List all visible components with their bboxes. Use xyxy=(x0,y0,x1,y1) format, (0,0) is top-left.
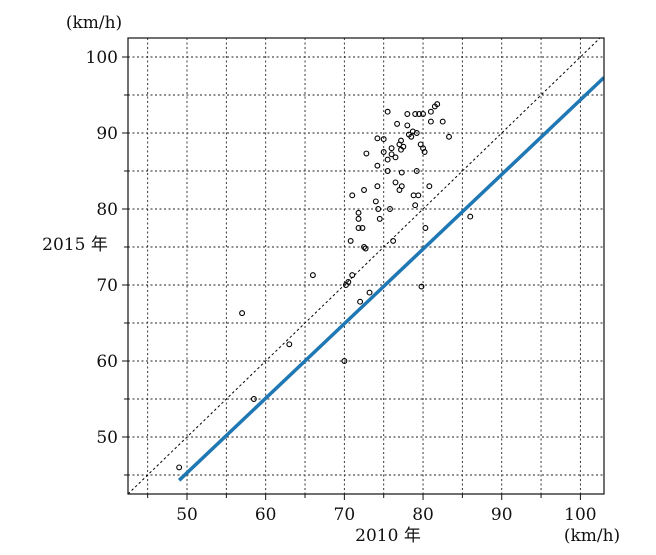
data-point xyxy=(392,154,399,161)
data-point xyxy=(392,179,399,186)
trend-line xyxy=(177,76,604,482)
data-point xyxy=(398,137,404,144)
data-point xyxy=(347,237,354,244)
y-tick-label: 50 xyxy=(96,428,118,448)
data-point xyxy=(394,120,401,127)
x-tick-label: 100 xyxy=(564,505,596,525)
data-point xyxy=(375,206,382,212)
data-point xyxy=(374,183,381,190)
data-point xyxy=(239,310,246,317)
data-point xyxy=(355,225,362,231)
data-point xyxy=(416,111,423,117)
data-point xyxy=(309,272,316,279)
data-point xyxy=(372,198,379,205)
data-point xyxy=(363,150,370,157)
data-point xyxy=(400,143,407,150)
data-point xyxy=(384,108,391,115)
data-point xyxy=(341,358,348,364)
data-point xyxy=(412,111,419,117)
x-axis-ticks: 50 60 70 80 90 100 xyxy=(147,494,597,525)
data-point xyxy=(426,183,433,190)
data-point xyxy=(427,108,434,115)
x-tick-label: 70 xyxy=(334,505,356,525)
plot-frame xyxy=(127,37,605,495)
reference-lines xyxy=(128,38,604,494)
data-point xyxy=(404,111,411,117)
data-point xyxy=(374,135,381,142)
data-point xyxy=(434,101,441,108)
y-tick-label: 100 xyxy=(86,48,118,68)
data-point xyxy=(418,283,425,290)
data-point xyxy=(355,215,362,222)
data-point xyxy=(384,168,391,174)
data-point xyxy=(250,396,257,402)
data-point xyxy=(420,111,426,117)
data-point xyxy=(412,202,419,209)
data-point xyxy=(176,464,183,471)
data-point xyxy=(439,118,446,125)
x-unit-label: (km/h) xyxy=(564,526,620,546)
data-point xyxy=(361,244,367,250)
data-point xyxy=(404,122,411,129)
data-point xyxy=(376,215,383,222)
reference-line-identity xyxy=(128,38,601,494)
y-axis-label: 2015 年 xyxy=(42,235,108,255)
data-point xyxy=(388,151,395,158)
data-point xyxy=(415,192,422,199)
data-point xyxy=(422,225,429,231)
data-point xyxy=(408,133,415,140)
data-point xyxy=(380,136,387,143)
data-point xyxy=(421,149,428,155)
y-tick-label: 80 xyxy=(96,200,118,220)
x-axis-label: 2010 年 xyxy=(355,526,421,546)
x-tick-label: 50 xyxy=(176,505,198,525)
y-unit-label: (km/h) xyxy=(66,13,122,33)
grid xyxy=(128,38,604,494)
data-point xyxy=(380,149,387,155)
data-point xyxy=(388,145,395,152)
data-point xyxy=(446,133,452,140)
data-points xyxy=(176,101,474,471)
data-point xyxy=(286,341,293,348)
data-point xyxy=(427,118,434,125)
data-point xyxy=(362,245,369,252)
data-point xyxy=(355,209,362,216)
data-point xyxy=(413,168,420,174)
data-point xyxy=(387,206,393,212)
x-tick-label: 90 xyxy=(491,505,513,525)
data-point xyxy=(345,279,352,285)
data-point xyxy=(357,298,364,305)
y-tick-label: 90 xyxy=(96,124,118,144)
y-tick-label: 70 xyxy=(96,276,118,296)
data-point xyxy=(398,183,405,190)
data-point xyxy=(366,289,373,296)
data-point xyxy=(390,237,397,244)
x-tick-label: 80 xyxy=(412,505,434,525)
data-point xyxy=(467,213,474,220)
data-point xyxy=(384,156,391,163)
data-point xyxy=(349,192,356,199)
data-point xyxy=(398,169,405,176)
data-point xyxy=(361,187,367,193)
data-point xyxy=(359,225,366,231)
data-point xyxy=(410,192,417,199)
y-tick-label: 60 xyxy=(96,352,118,372)
data-point xyxy=(413,130,420,136)
data-point xyxy=(349,272,356,279)
data-point xyxy=(374,162,381,169)
y-axis-ticks: 50 60 70 80 90 100 xyxy=(86,48,128,476)
x-tick-label: 60 xyxy=(255,505,277,525)
